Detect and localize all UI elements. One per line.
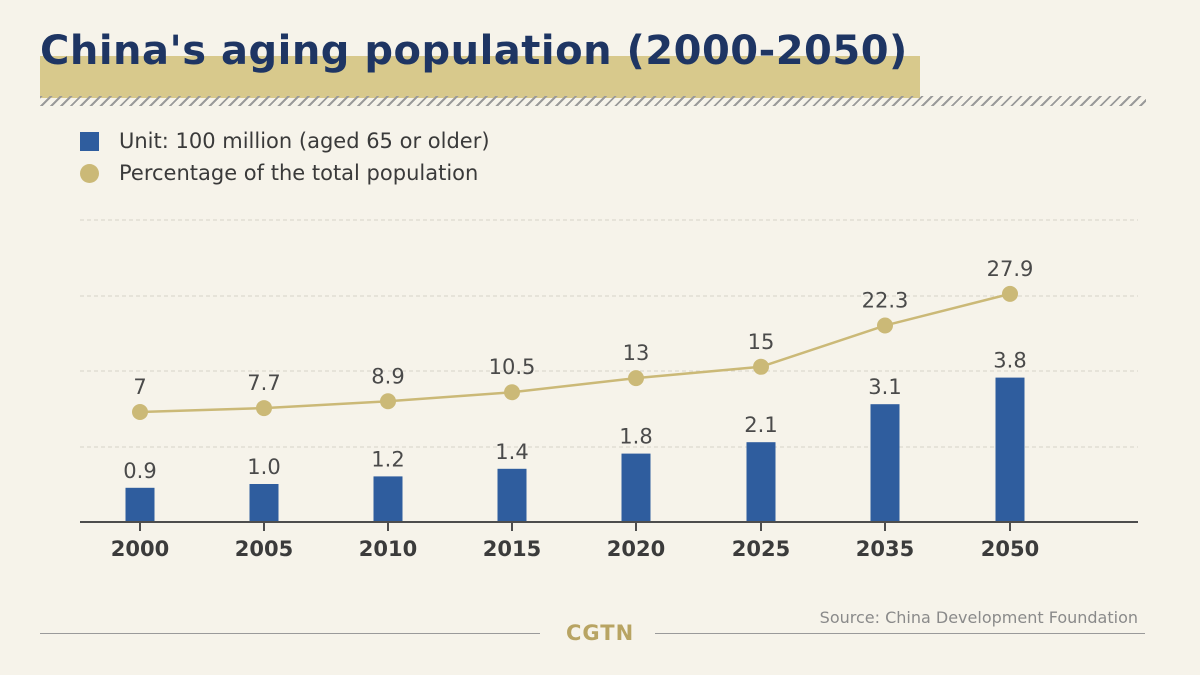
footer-rule-right — [655, 633, 1145, 634]
bar-2010 — [373, 476, 403, 522]
legend-item-bar: Unit: 100 million (aged 65 or older) — [80, 125, 490, 157]
percentage-point-2015 — [504, 384, 520, 401]
bar-value-label: 0.9 — [123, 459, 156, 483]
bar-2035 — [870, 404, 900, 522]
bar-value-label: 1.4 — [495, 440, 528, 464]
percentage-value-label: 7.7 — [247, 371, 280, 395]
legend-line-label: Percentage of the total population — [119, 161, 479, 185]
bar-2015 — [497, 468, 527, 522]
footer-rule-left — [40, 633, 540, 634]
bar-2000 — [125, 487, 155, 522]
bar-2020 — [621, 453, 651, 522]
percentage-point-2010 — [380, 393, 396, 410]
percentage-value-label: 10.5 — [489, 355, 536, 379]
percentage-line — [139, 292, 1011, 414]
x-tick-label: 2025 — [732, 537, 790, 561]
title-block: China's aging population (2000-2050) — [40, 28, 920, 98]
brand-logo: CGTN — [566, 621, 635, 645]
title-highlight — [40, 56, 920, 98]
bar-value-label: 1.0 — [247, 455, 280, 479]
percentage-point-2000 — [132, 404, 148, 421]
percentage-value-label: 27.9 — [987, 257, 1034, 281]
percentage-value-label: 13 — [623, 341, 650, 365]
source-note: Source: China Development Foundation — [819, 608, 1138, 627]
percentage-value-label: 22.3 — [862, 289, 909, 313]
x-tick-label: 2010 — [359, 537, 417, 561]
percentage-point-2025 — [753, 358, 769, 375]
chart-title: China's aging population (2000-2050) — [40, 28, 908, 74]
bar-value-label: 1.2 — [371, 447, 404, 471]
x-tick-label: 2035 — [856, 537, 914, 561]
legend-bar-swatch — [80, 131, 99, 151]
x-tick-label: 2000 — [111, 537, 169, 561]
percentage-point-2005 — [256, 400, 272, 417]
x-tick-label: 2015 — [483, 537, 541, 561]
legend-line-swatch — [80, 163, 99, 183]
bar-2050 — [995, 377, 1025, 522]
legend-item-line: Percentage of the total population — [80, 157, 490, 189]
percentage-value-label: 7 — [133, 375, 146, 399]
percentage-value-label: 15 — [748, 330, 775, 354]
legend-bar-label: Unit: 100 million (aged 65 or older) — [119, 129, 490, 153]
x-tick-label: 2020 — [607, 537, 665, 561]
bar-2025 — [746, 442, 776, 522]
percentage-point-2035 — [877, 317, 893, 334]
percentage-value-label: 8.9 — [371, 364, 404, 388]
percentage-point-2020 — [628, 370, 644, 387]
bar-value-label: 3.8 — [993, 349, 1026, 373]
bar-value-label: 1.8 — [619, 425, 652, 449]
x-tick-label: 2050 — [981, 537, 1039, 561]
legend: Unit: 100 million (aged 65 or older) Per… — [80, 125, 490, 189]
percentage-point-2050 — [1002, 285, 1018, 302]
bar-value-label: 2.1 — [744, 413, 777, 437]
hatched-divider — [40, 96, 1146, 106]
bar-value-label: 3.1 — [868, 375, 901, 399]
x-tick-label: 2005 — [235, 537, 293, 561]
bar-2005 — [249, 484, 279, 522]
